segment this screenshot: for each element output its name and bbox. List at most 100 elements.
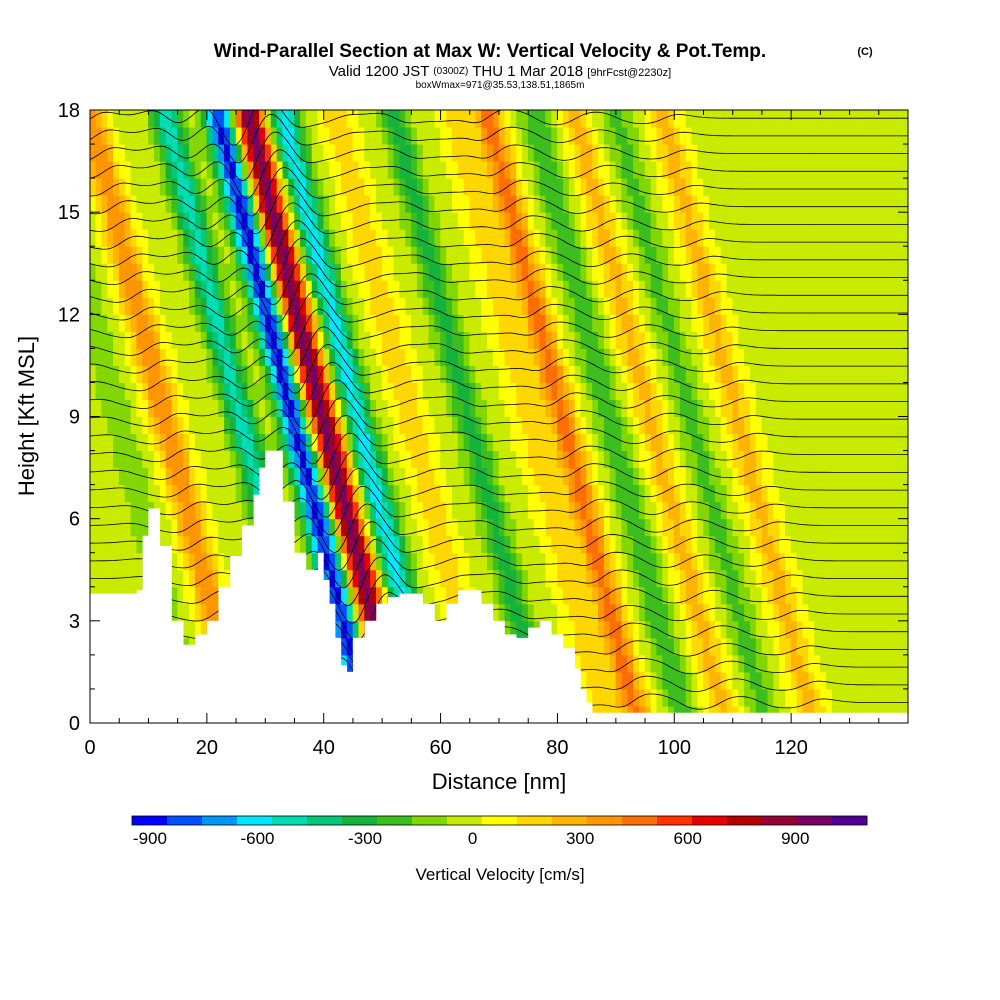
w-cell [504,552,512,571]
w-cell [855,637,862,656]
w-cell [194,603,202,622]
w-cell [381,331,389,349]
w-cell [294,177,301,196]
w-cell [235,484,243,503]
w-cell [609,279,617,298]
w-cell [662,228,669,247]
w-cell [668,245,675,264]
w-cell [294,331,301,349]
w-cell [270,382,278,400]
w-cell [820,450,827,469]
w-cell [586,177,593,196]
w-cell [124,501,132,520]
w-cell [691,228,699,247]
w-cell [732,399,740,417]
w-cell [487,382,494,400]
w-cell [124,331,132,349]
w-cell [890,331,897,349]
w-cell [568,262,576,281]
w-cell [808,365,816,383]
w-cell [603,450,611,469]
w-cell [130,126,138,145]
w-cell [755,552,763,571]
w-cell [668,654,675,673]
w-cell [475,569,482,588]
w-cell [212,143,220,162]
w-cell [866,484,874,503]
w-cell [820,279,827,298]
w-cell [790,433,798,452]
w-cell [124,365,132,383]
w-cell [673,603,681,622]
w-cell [621,348,629,366]
w-cell [755,671,763,690]
w-cell [352,467,360,486]
w-cell [492,467,500,486]
w-cell [644,586,652,605]
w-cell [790,484,798,503]
w-cell [376,467,383,486]
w-cell [253,348,260,366]
w-cell [767,228,775,247]
w-cell [831,297,839,315]
w-cell [294,535,301,554]
w-cell [247,382,255,400]
w-cell [668,297,675,315]
w-cell [802,569,810,588]
w-cell [849,688,856,707]
w-cell [475,297,482,315]
w-cell [440,450,447,469]
w-cell [200,126,208,145]
w-cell [603,279,611,298]
w-cell [206,262,214,281]
w-cell [177,314,184,332]
w-cell [551,535,558,554]
w-cell [475,399,482,417]
w-cell [744,399,751,417]
w-cell [603,262,611,281]
w-cell [463,314,471,332]
w-cell [416,160,424,179]
w-cell [638,314,646,332]
w-cell [416,228,424,247]
w-cell [837,637,845,656]
w-cell [866,620,874,639]
w-cell [311,160,319,179]
w-cell [463,552,471,571]
w-cell [527,126,535,145]
w-cell [814,450,821,469]
w-cell [428,382,436,400]
w-cell [638,399,646,417]
w-cell [434,211,442,230]
w-cell [241,416,249,435]
w-cell [820,245,827,264]
w-cell [650,245,658,264]
w-cell [136,484,144,503]
w-cell [416,262,424,281]
w-cell [95,143,103,162]
w-cell [335,314,342,332]
w-cell [773,194,780,213]
w-cell [124,110,132,128]
w-cell [165,382,173,400]
w-cell [761,331,769,349]
w-cell [393,467,401,486]
w-cell [107,297,114,315]
w-cell [381,535,389,554]
w-cell [574,262,582,281]
w-cell [878,331,886,349]
w-cell [183,194,190,213]
w-cell [598,297,605,315]
w-cell [872,211,880,230]
w-cell [849,177,856,196]
w-cell [843,297,851,315]
w-cell [113,552,120,571]
w-cell [288,297,295,315]
w-cell [492,297,500,315]
w-cell [890,467,897,486]
w-cell [194,160,202,179]
w-cell [855,416,862,435]
w-cell [165,399,173,417]
w-cell [118,552,126,571]
w-cell [329,569,336,588]
